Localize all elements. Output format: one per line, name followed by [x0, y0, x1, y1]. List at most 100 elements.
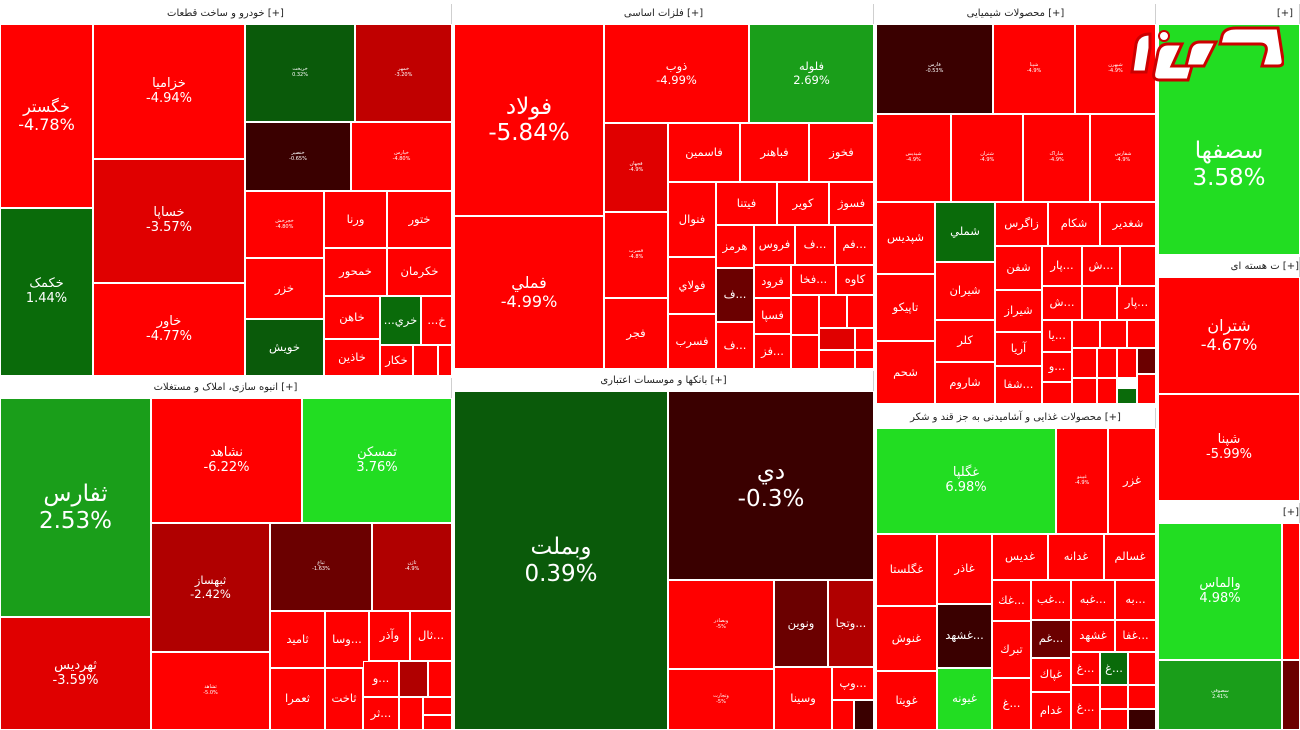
stock-tile-khtoor[interactable]: ختور: [387, 191, 452, 248]
stock-tile-khavar[interactable]: خاور -4.77%: [93, 283, 245, 376]
stock-tile-gheb[interactable]: ...غب: [1031, 580, 1071, 620]
stock-tile-v2[interactable]: ...و: [363, 661, 399, 697]
stock-tile-small[interactable]: شاراک -4.9%: [1023, 114, 1090, 202]
stock-tile-gh4[interactable]: ...غ: [1071, 685, 1100, 730]
stock-tile-ghazar[interactable]: غزر: [1108, 428, 1156, 534]
stock-tile-ghadaneh[interactable]: غدانه: [1048, 534, 1104, 580]
stock-tile-vebemellat[interactable]: وبملت 0.39%: [454, 391, 668, 730]
stock-tile-f-b[interactable]: ...ف: [716, 268, 754, 322]
stock-tile-be[interactable]: ...به: [1115, 580, 1156, 620]
stock-tile-small[interactable]: [1100, 709, 1128, 730]
stock-tile-small[interactable]: سصوفي 2.41%: [1158, 660, 1282, 730]
stock-tile-ghbe[interactable]: ...غبه: [1071, 580, 1115, 620]
stock-tile-shtran[interactable]: شتران -4.67%: [1158, 277, 1300, 394]
stock-tile-small[interactable]: شتران -4.9%: [951, 114, 1023, 202]
stock-tile-khahan[interactable]: خاهن: [324, 296, 380, 339]
stock-tile-small[interactable]: [1282, 523, 1300, 660]
stock-tile-small[interactable]: وبصادر -5%: [668, 580, 774, 669]
sector-header-right-top[interactable]: [+]: [1158, 4, 1300, 24]
stock-tile-gh3[interactable]: ...غ: [992, 678, 1031, 730]
stock-tile-small[interactable]: ثباغ -1.63%: [270, 523, 372, 611]
stock-tile-zagros[interactable]: زاگرس: [995, 202, 1048, 246]
stock-tile-ghazar2[interactable]: غاذر: [937, 534, 992, 604]
stock-tile-shiraz[interactable]: شيراز: [995, 290, 1042, 332]
stock-tile-fz[interactable]: ...فز: [754, 334, 791, 369]
stock-tile-froos[interactable]: فروس: [754, 225, 795, 265]
stock-tile-sefaha[interactable]: سصفها 3.58%: [1158, 24, 1300, 255]
stock-tile-khvish[interactable]: خویش: [245, 319, 324, 376]
stock-tile-small[interactable]: [428, 661, 452, 697]
sector-header-metals[interactable]: فلزات اساسی [+]: [454, 4, 874, 24]
stock-tile-ghanosh[interactable]: غنوش: [876, 606, 937, 671]
stock-tile-fsapa[interactable]: فسپا: [754, 298, 791, 334]
stock-tile-kaveh[interactable]: کاوه: [836, 265, 874, 295]
stock-tile-fkhooz[interactable]: فخوز: [809, 123, 874, 182]
stock-tile-small[interactable]: فارس -0.53%: [876, 24, 993, 114]
stock-tile-small[interactable]: وتجارت -5%: [668, 669, 774, 730]
stock-tile-small[interactable]: [438, 345, 452, 376]
stock-tile-tamaskan[interactable]: تمسکن 3.76%: [302, 398, 452, 523]
stock-tile-ghgolpa[interactable]: غگلپا 6.98%: [876, 428, 1056, 534]
stock-tile-small[interactable]: خمهر -3.20%: [355, 24, 452, 122]
stock-tile-khgostar[interactable]: خگستر -4.78%: [0, 24, 93, 208]
stock-tile-small[interactable]: [1128, 685, 1156, 709]
stock-tile-shiran[interactable]: شيران: [935, 262, 995, 320]
stock-tile-small[interactable]: [855, 328, 874, 350]
stock-tile-fsooj[interactable]: فسوژ: [829, 182, 874, 225]
stock-tile-small[interactable]: [1117, 348, 1137, 378]
stock-tile-small[interactable]: [1117, 388, 1137, 404]
stock-tile-fajr[interactable]: فجر: [604, 298, 668, 369]
stock-tile-sharom[interactable]: شاروم: [935, 362, 995, 404]
stock-tile-tamid[interactable]: ثاميد: [270, 611, 325, 668]
stock-tile-small[interactable]: فسرب -4.8%: [604, 212, 668, 298]
sector-header-food[interactable]: محصولات غذایی و آشامیدنی به جز قند و شکر…: [876, 408, 1156, 428]
stock-tile-fkha[interactable]: ...فخا: [791, 265, 836, 295]
stock-tile-vo[interactable]: ...و: [1042, 352, 1072, 382]
stock-tile-kavir[interactable]: کویر: [777, 182, 829, 225]
stock-tile-small[interactable]: خنصیر -0.65%: [245, 122, 351, 191]
stock-tile-small[interactable]: [399, 697, 423, 730]
stock-tile-gh1[interactable]: ...غ: [1071, 652, 1100, 685]
stock-tile-khazin[interactable]: خاذین: [324, 339, 380, 376]
stock-tile-ghpak[interactable]: غپاك: [1031, 658, 1071, 692]
stock-tile-fooladi[interactable]: فولاي: [668, 257, 716, 314]
stock-tile-f-c[interactable]: ...ف: [716, 322, 754, 369]
stock-tile-khakar[interactable]: خکار: [380, 345, 413, 376]
stock-tile-khrik[interactable]: خري...: [380, 296, 421, 345]
stock-tile-small[interactable]: [1282, 660, 1300, 730]
stock-tile-small[interactable]: [1097, 348, 1117, 378]
stock-tile-small[interactable]: ثاژن -4.9%: [372, 523, 452, 611]
stock-tile-varna[interactable]: ورنا: [324, 191, 387, 248]
stock-tile-valmas[interactable]: والماس 4.98%: [1158, 523, 1282, 660]
stock-tile-fnoval[interactable]: فنوال: [668, 182, 716, 257]
sector-header-nuclear[interactable]: ت هسته ای [+]: [1158, 257, 1300, 277]
stock-tile-small[interactable]: [832, 700, 854, 730]
stock-tile-fam[interactable]: ...فم: [835, 225, 874, 265]
stock-tile-small[interactable]: [819, 350, 855, 369]
stock-tile-small[interactable]: [413, 345, 438, 376]
stock-tile-small[interactable]: [1100, 320, 1127, 348]
stock-tile-small[interactable]: [1097, 378, 1117, 404]
stock-tile-small[interactable]: [1100, 685, 1128, 709]
stock-tile-khakarman[interactable]: خکرمان: [387, 248, 452, 296]
stock-tile-f-a[interactable]: ...ف: [795, 225, 835, 265]
stock-tile-vasa[interactable]: ...وسا: [325, 611, 369, 668]
stock-tile-khazar[interactable]: خزر: [245, 258, 324, 319]
stock-tile-fbahonar[interactable]: فباهنر: [740, 123, 809, 182]
stock-tile-tapiko[interactable]: تاپيکو: [876, 274, 935, 341]
stock-tile-khamhor[interactable]: خمحور: [324, 248, 387, 296]
stock-tile-small[interactable]: [1042, 382, 1072, 404]
stock-tile-small[interactable]: [1072, 378, 1097, 404]
stock-tile-shafa[interactable]: ...شفا: [995, 366, 1042, 404]
stock-tile-shgadir[interactable]: شغدير: [1100, 202, 1156, 246]
stock-tile-small[interactable]: خریخت 0.32%: [245, 24, 355, 122]
stock-tile-small[interactable]: [1082, 286, 1117, 320]
stock-tile-gh2[interactable]: ...غ: [1100, 652, 1128, 685]
stock-tile-femeli[interactable]: فملي -4.99%: [454, 216, 604, 369]
stock-tile-par2[interactable]: ...پار: [1117, 286, 1156, 320]
stock-tile-ghsalem[interactable]: غسالم: [1104, 534, 1156, 580]
stock-tile-fasmin[interactable]: فاسمين: [668, 123, 740, 182]
stock-tile-small[interactable]: [1137, 374, 1156, 404]
stock-tile-small[interactable]: [854, 700, 874, 730]
stock-tile-takht[interactable]: ثاخت: [325, 668, 363, 730]
